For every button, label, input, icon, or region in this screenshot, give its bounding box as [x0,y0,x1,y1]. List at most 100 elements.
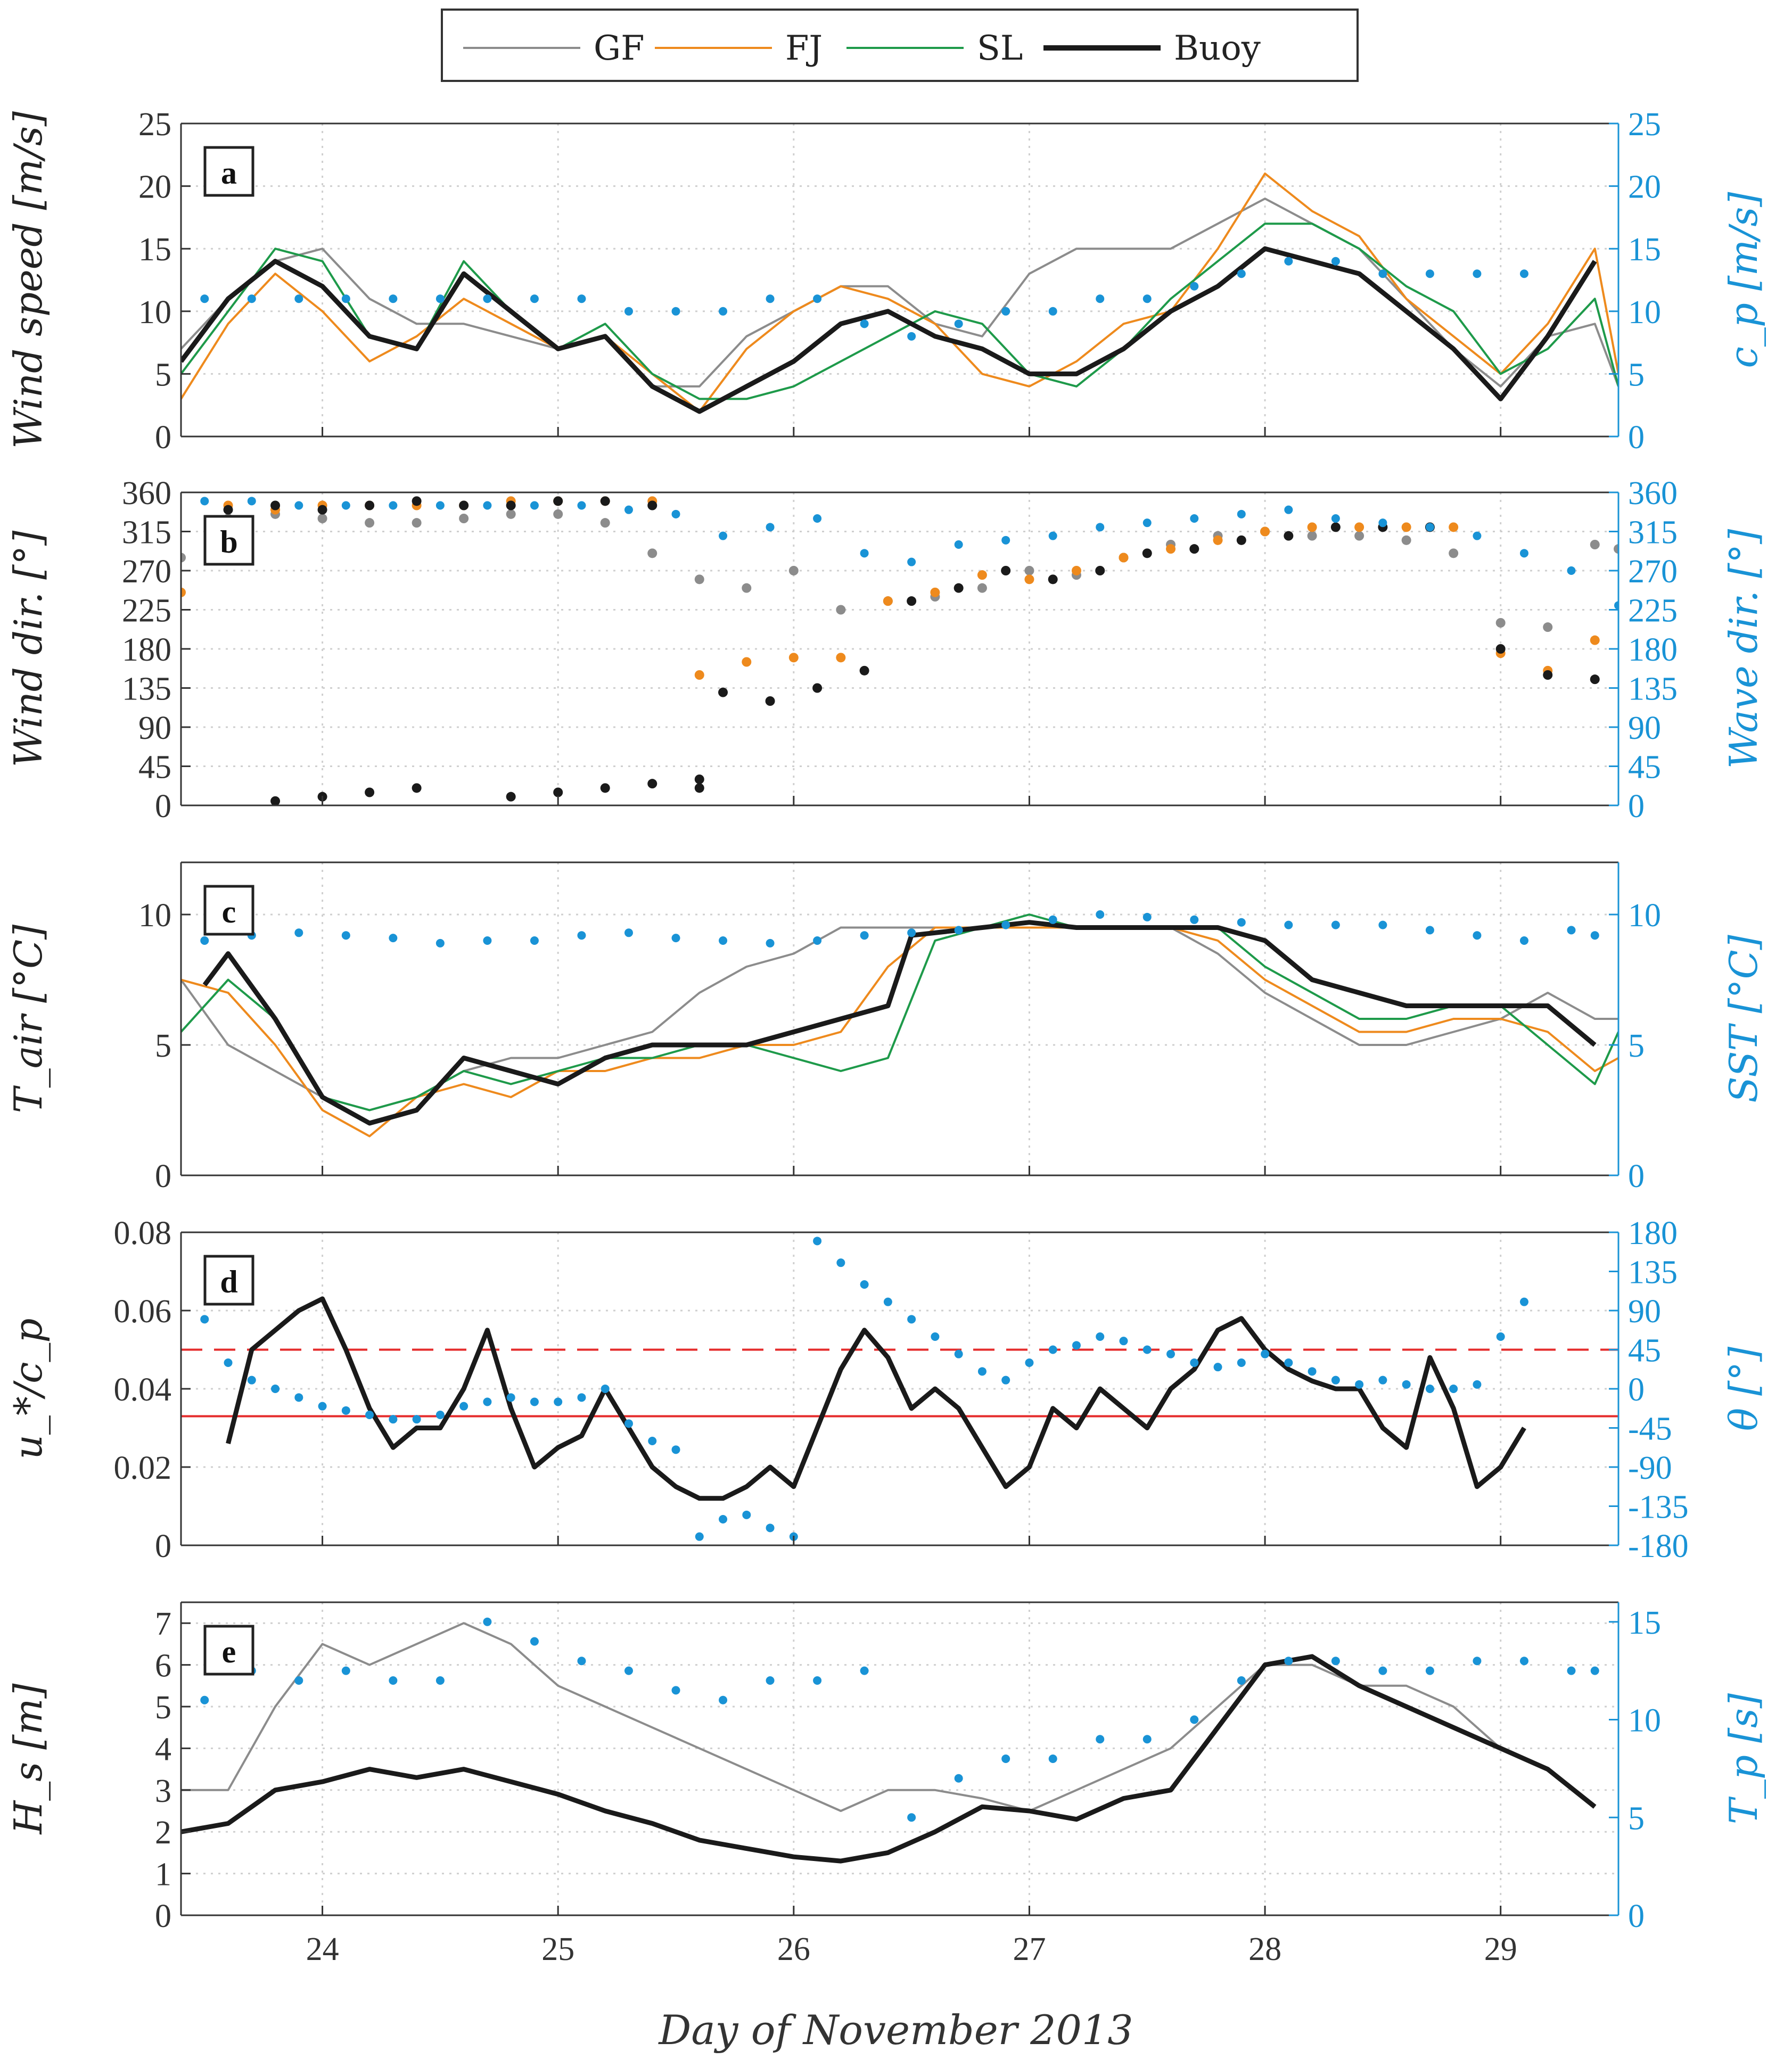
point-sst [1142,912,1152,921]
point-- [200,1315,209,1324]
x-tick-label: 29 [1484,1931,1517,1967]
point-buoy [718,687,728,697]
point-- [1473,1380,1482,1389]
point-fj [1307,522,1317,532]
point-- [1048,1345,1057,1354]
plot-area-e [181,1617,1599,1864]
point-gf [600,518,610,528]
left-tick-label: 15 [138,232,171,268]
point-c-p [1190,282,1199,291]
right-tick-label: 20 [1628,169,1661,205]
plot-area-d [181,1237,1618,1541]
point-sst [1284,920,1293,929]
y-axis-label: T_air [°C] [6,924,51,1113]
right-axis-label: c_p [m/s] [1721,192,1766,368]
legend: GF FJ SL Buoy [441,9,1359,82]
series-c-p-dots [200,257,1528,341]
left-tick-label: 180 [122,632,171,668]
legend-label-gf: GF [594,29,645,68]
point-wave-dir- [1425,523,1434,532]
series-buoy-low-points [270,775,704,805]
plot-area-c [181,910,1618,1138]
left-tick-label: 315 [122,515,171,551]
right-tick-label: -45 [1628,1411,1672,1447]
point-- [931,1332,940,1341]
series-buoy-line [181,1654,1597,1864]
point-sst [1331,920,1340,929]
right-tick-label: -90 [1628,1450,1672,1486]
point-- [365,1411,374,1419]
point-c-p [907,332,916,341]
point-gf [1543,622,1553,632]
point-- [766,1523,775,1533]
right-tick-label: 135 [1628,671,1678,707]
point-sst [1473,931,1482,940]
point-- [1378,1376,1387,1385]
point-buoy [1543,670,1553,680]
point-- [271,1385,280,1393]
right-tick-label: 25 [1628,106,1661,143]
point-t-p [530,1637,539,1646]
point-wave-dir- [1284,505,1293,514]
point-- [860,1280,869,1289]
point-buoy [223,505,233,515]
point-c-p [1284,257,1293,266]
right-tick-label: 270 [1628,554,1678,590]
point-- [1072,1341,1081,1350]
point-c-p [389,294,398,303]
point-- [435,1411,445,1419]
point-gf [742,583,752,593]
right-tick-label: 5 [1628,1800,1645,1836]
point-c-p [860,319,869,328]
left-tick-label: 0.02 [114,1450,172,1486]
point-fj [1024,574,1034,584]
point-t-p [1284,1657,1293,1666]
left-tick-label: 7 [155,1606,171,1642]
point-wave-dir- [1190,514,1199,523]
right-tick-label: 10 [1628,294,1661,331]
point-buoy [1095,566,1105,575]
point-c-p [1378,269,1387,278]
point-fj [1213,535,1223,545]
point-t-p [860,1666,869,1675]
point-- [1496,1332,1505,1341]
point-- [1025,1358,1034,1367]
point-t-p [671,1686,680,1695]
point-wave-dir- [435,501,445,510]
y-axis-label: u_*/c_p [6,1318,51,1459]
point-c-p [1331,257,1340,266]
legend-label-fj: FJ [785,29,823,68]
point-t-p [1567,1666,1576,1675]
left-tick-label: 10 [138,897,171,934]
point-- [412,1415,421,1424]
point-buoy [953,583,964,593]
point-c-p [483,294,492,303]
series-wave-dir--dots [200,497,1618,610]
point-fj [1166,544,1176,554]
point-buoy [859,665,869,676]
point-c-p [954,319,963,328]
point-c-p [435,294,445,303]
point-wave-dir- [247,497,256,506]
point-buoy-low [694,775,704,784]
series-buoy-line [181,246,1597,414]
point-t-p [624,1666,633,1675]
point-sst [530,936,539,945]
panel-label: d [220,1264,237,1299]
point-buoy-low [553,787,563,797]
point-fj [930,587,940,597]
point-fj [694,670,704,680]
point-t-p [1048,1755,1057,1763]
point-wave-dir- [1048,531,1057,540]
point-sst [813,936,822,945]
point-fj [1354,522,1364,532]
left-tick-label: 6 [155,1648,171,1684]
panel-label: c [222,894,236,929]
point-buoy [647,500,657,510]
point-fj [1119,553,1129,563]
point-t-p [1473,1657,1482,1666]
point-- [695,1532,704,1541]
point-c-p [719,307,728,316]
point-- [530,1397,539,1406]
